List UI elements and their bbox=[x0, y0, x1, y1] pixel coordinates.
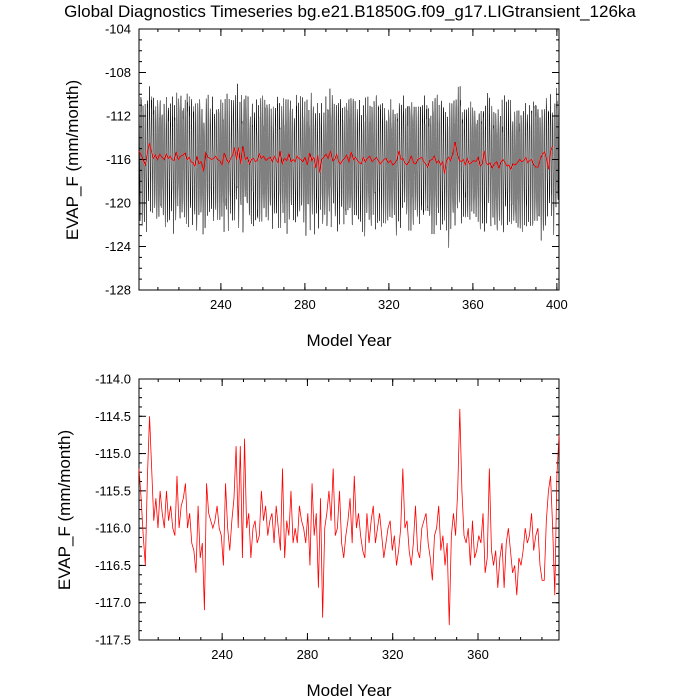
top-x-tick-label: 320 bbox=[378, 297, 400, 312]
monthly-series-line bbox=[138, 83, 560, 248]
top-x-tick-label: 280 bbox=[294, 297, 316, 312]
bottom-y-tick-label: -114.0 bbox=[95, 372, 131, 387]
top-y-tick-label: -124 bbox=[105, 239, 131, 254]
bottom-x-tick-label: 360 bbox=[467, 647, 489, 662]
top-x-tick-label: 400 bbox=[546, 297, 568, 312]
bottom-y-tick-label: -114.5 bbox=[95, 409, 131, 424]
top-x-tick-label: 240 bbox=[210, 297, 232, 312]
bottom-x-tick-label: 240 bbox=[211, 647, 233, 662]
bottom-y-axis-label: EVAP_F (mm/month) bbox=[55, 430, 74, 590]
top-annual-mean-line bbox=[138, 142, 554, 174]
bottom-y-tick-label: -117.0 bbox=[95, 595, 131, 610]
bottom-annual-mean-line bbox=[138, 408, 560, 626]
bottom-y-tick-label: -115.0 bbox=[95, 446, 131, 461]
top-x-axis-label: Model Year bbox=[306, 331, 391, 350]
top-y-tick-label: -108 bbox=[105, 65, 131, 80]
timeseries-panel-bottom: 240 280 320 360 -114.0 -114.5 -115.0 -115.5 -116… bbox=[55, 372, 560, 700]
bottom-y-tick-label: -116.5 bbox=[95, 558, 131, 573]
timeseries-panel-top: 240 280 320 360 400 -104 -108 -112 -116 -120 -124 -… bbox=[63, 22, 568, 351]
top-y-tick-label: -120 bbox=[105, 196, 131, 211]
bottom-x-axis-label: Model Year bbox=[306, 681, 391, 700]
figure-title: Global Diagnostics Timeseries bg.e21.B18… bbox=[64, 2, 636, 21]
bottom-x-tick-label: 320 bbox=[382, 647, 404, 662]
bottom-y-tick-label: -117.5 bbox=[95, 633, 131, 648]
top-y-tick-label: -128 bbox=[105, 283, 131, 298]
top-y-tick-label: -104 bbox=[105, 22, 131, 37]
top-y-tick-label: -112 bbox=[106, 109, 131, 124]
bottom-y-tick-label: -116.0 bbox=[95, 521, 131, 536]
top-y-axis-label: EVAP_F (mm/month) bbox=[63, 80, 82, 240]
top-x-tick-label: 360 bbox=[462, 297, 484, 312]
top-y-tick-label: -116 bbox=[106, 152, 131, 167]
bottom-x-tick-label: 280 bbox=[297, 647, 319, 662]
bottom-y-tick-label: -115.5 bbox=[95, 483, 131, 498]
